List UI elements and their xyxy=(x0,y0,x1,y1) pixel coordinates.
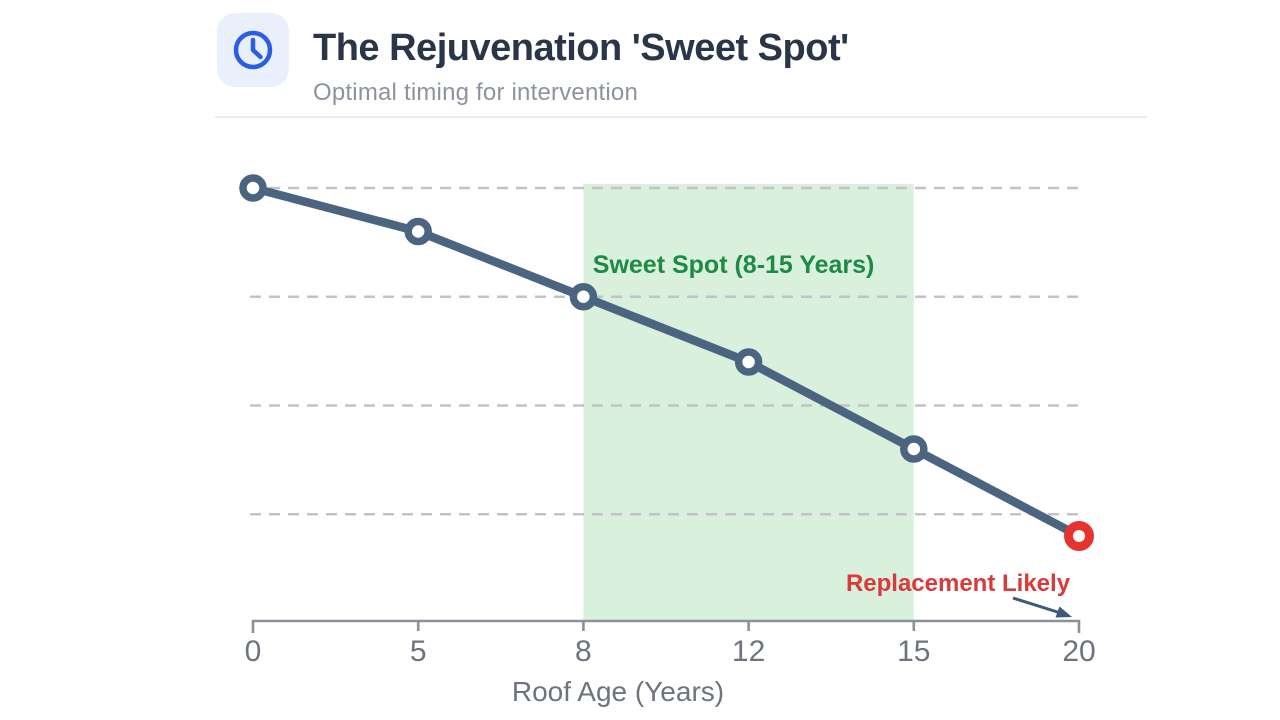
clock-icon xyxy=(233,30,273,70)
page-title: The Rejuvenation 'Sweet Spot' xyxy=(313,27,849,69)
title-block: The Rejuvenation 'Sweet Spot' Optimal ti… xyxy=(313,27,849,107)
chart-header: The Rejuvenation 'Sweet Spot' Optimal ti… xyxy=(0,0,1280,117)
x-tick-label: 15 xyxy=(897,635,930,668)
data-point xyxy=(404,217,432,246)
annotation-arrowhead xyxy=(1055,606,1072,618)
data-point xyxy=(239,174,267,202)
x-axis-title: Roof Age (Years) xyxy=(512,676,724,707)
clock-icon-tile xyxy=(217,13,289,87)
replacement-label: Replacement Likely xyxy=(846,570,1071,597)
page-subtitle: Optimal timing for intervention xyxy=(313,78,638,106)
annotation-arrow xyxy=(1012,596,1060,614)
x-tick-label: 20 xyxy=(1062,635,1095,668)
x-tick-label: 8 xyxy=(575,635,592,668)
x-tick-label: 0 xyxy=(245,635,262,668)
replacement-point xyxy=(1064,521,1094,551)
data-point xyxy=(569,283,598,311)
sweet-spot-band xyxy=(583,184,914,620)
x-tick-label: 5 xyxy=(410,635,427,668)
data-point xyxy=(900,435,928,463)
data-point xyxy=(734,348,763,376)
x-tick-label: 12 xyxy=(732,635,765,668)
x-axis xyxy=(251,619,1081,633)
condition-line xyxy=(248,183,1084,541)
sweet-spot-label: Sweet Spot (8-15 Years) xyxy=(593,251,875,279)
header-divider xyxy=(215,116,1147,118)
